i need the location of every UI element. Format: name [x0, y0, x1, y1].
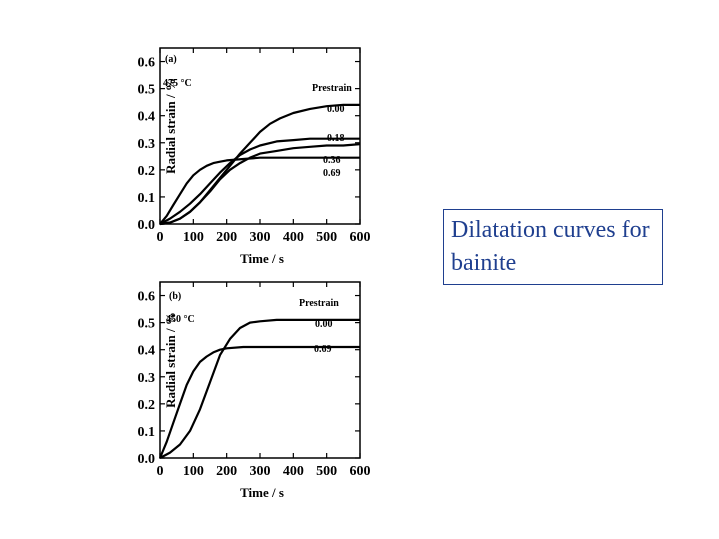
- series-label-b-0_00: 0.00: [315, 319, 333, 330]
- panel-a: (a) 475 °C Prestrain Radial strain / % T…: [138, 47, 371, 266]
- x-tick-label-b-0: 0: [157, 464, 164, 479]
- x-axis-label-a: Time / s: [240, 251, 284, 266]
- x-tick-label-a-2: 200: [216, 230, 237, 245]
- axis-ticks-b: 0 100 200 300 400 500 600 0.0 0.1 0.2 0.3 0.4 0.5 0.6: [138, 282, 371, 479]
- y-axis-label-a: Radial strain / %: [163, 78, 178, 174]
- y-tick-label-a-1: 0.1: [138, 191, 156, 206]
- y-tick-label-a-4: 0.4: [138, 110, 156, 125]
- y-tick-label-a-3: 0.3: [138, 137, 156, 152]
- axis-ticks-a: 0 100 200 300 400 500 600 0.0 0.1 0.2 0.3 0.4 0.5 0.6: [138, 48, 371, 245]
- series-line-b-0_69: [158, 345, 360, 459]
- series-curves-a: [159, 103, 361, 226]
- series-line-b-0_00: [159, 318, 360, 459]
- panel-b: (b) 450 °C Prestrain Radial strain / % T…: [138, 281, 371, 500]
- series-line-a-0_18: [159, 137, 360, 225]
- series-label-b-0_69: 0.69: [314, 344, 332, 355]
- x-tick-label-a-3: 300: [250, 230, 271, 245]
- series-curves-b: [158, 318, 360, 459]
- series-labels-a: 0.00 0.18 0.36 0.69: [323, 104, 345, 179]
- x-tick-label-b-4: 400: [283, 464, 304, 479]
- legend-title-b: Prestrain: [299, 298, 339, 309]
- x-tick-label-b-5: 500: [316, 464, 337, 479]
- series-labels-b: 0.00 0.69: [314, 319, 333, 355]
- y-tick-label-b-0: 0.0: [138, 452, 156, 467]
- caption-text: Dilatation curves for bainite: [451, 217, 650, 276]
- series-label-a-0_69: 0.69: [323, 168, 341, 179]
- x-tick-label-b-3: 300: [250, 464, 271, 479]
- temperature-label-a: 475 °C: [163, 78, 192, 89]
- panel-label-a: (a): [165, 54, 177, 65]
- series-label-a-0_36: 0.36: [323, 155, 341, 166]
- y-tick-label-a-6: 0.6: [138, 56, 156, 71]
- y-tick-label-a-2: 0.2: [138, 164, 156, 179]
- x-tick-label-a-0: 0: [157, 230, 164, 245]
- temperature-label-b: 450 °C: [166, 314, 195, 325]
- series-label-a-0_00: 0.00: [327, 104, 345, 115]
- y-tick-label-b-1: 0.1: [138, 425, 156, 440]
- panel-label-b: (b): [169, 291, 181, 302]
- y-tick-label-b-2: 0.2: [138, 398, 156, 413]
- y-axis-label-b: Radial strain / %: [163, 312, 178, 408]
- x-tick-label-b-2: 200: [216, 464, 237, 479]
- x-tick-label-a-6: 600: [350, 230, 371, 245]
- y-tick-label-b-3: 0.3: [138, 371, 156, 386]
- legend-title-a: Prestrain: [312, 83, 352, 94]
- x-tick-label-b-1: 100: [183, 464, 204, 479]
- x-tick-label-b-6: 600: [350, 464, 371, 479]
- x-tick-label-a-1: 100: [183, 230, 204, 245]
- caption-box: Dilatation curves for bainite: [443, 209, 663, 285]
- series-label-a-0_18: 0.18: [327, 133, 345, 144]
- y-tick-label-b-5: 0.5: [138, 317, 156, 332]
- y-tick-label-b-6: 0.6: [138, 290, 156, 305]
- x-tick-label-a-4: 400: [283, 230, 304, 245]
- x-tick-label-a-5: 500: [316, 230, 337, 245]
- series-line-a-0_69: [159, 156, 360, 225]
- series-line-a-0_36: [159, 143, 361, 226]
- y-tick-label-a-0: 0.0: [138, 218, 156, 233]
- y-tick-label-b-4: 0.4: [138, 344, 156, 359]
- y-tick-label-a-5: 0.5: [138, 83, 156, 98]
- x-axis-label-b: Time / s: [240, 485, 284, 500]
